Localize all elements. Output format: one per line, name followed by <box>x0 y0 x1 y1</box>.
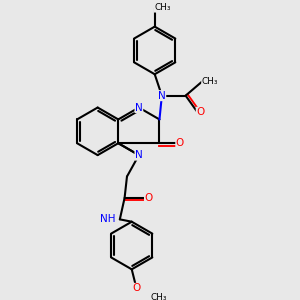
Text: NH: NH <box>100 214 115 224</box>
Text: N: N <box>135 103 143 112</box>
Text: O: O <box>196 107 205 117</box>
Text: CH₃: CH₃ <box>150 293 166 300</box>
Text: O: O <box>132 283 141 293</box>
Text: O: O <box>176 138 184 148</box>
Text: CH₃: CH₃ <box>154 3 171 12</box>
Text: O: O <box>145 193 153 203</box>
Text: CH₃: CH₃ <box>202 77 218 86</box>
Text: N: N <box>135 150 143 160</box>
Text: N: N <box>158 91 166 100</box>
